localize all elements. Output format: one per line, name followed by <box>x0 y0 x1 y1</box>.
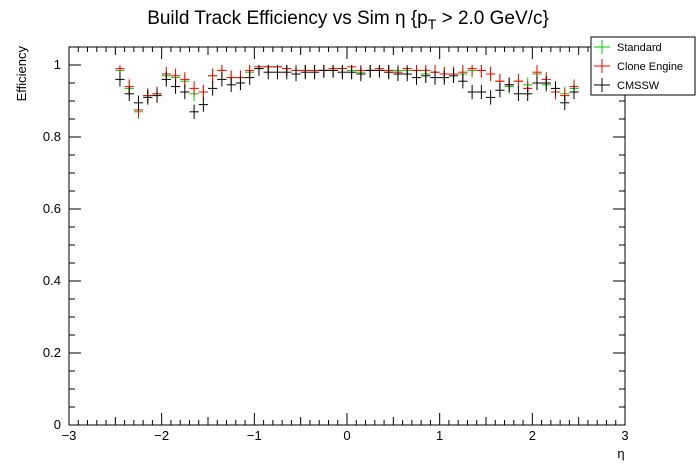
data-point <box>115 72 125 87</box>
chart-title-subscript: T <box>428 16 437 32</box>
data-point <box>263 65 273 80</box>
data-point <box>495 83 505 98</box>
y-axis-title: Efficiency <box>14 46 29 102</box>
data-point <box>198 84 208 100</box>
y-tick-label: 0.2 <box>43 345 61 360</box>
data-point <box>124 86 134 101</box>
data-point <box>319 65 329 78</box>
data-point <box>170 79 181 94</box>
chart-title-main: Build Track Efficiency vs Sim η {p <box>147 8 428 29</box>
y-tick-label: 0.8 <box>43 129 61 144</box>
data-point <box>198 97 208 112</box>
data-point <box>208 81 218 96</box>
data-point <box>133 95 144 110</box>
data-point <box>291 66 301 82</box>
legend-label: CMSSW <box>617 80 660 92</box>
data-point <box>476 84 486 100</box>
data-point <box>513 86 524 101</box>
data-point <box>532 75 542 91</box>
x-tick-label: 0 <box>343 428 350 443</box>
data-point <box>467 84 477 100</box>
x-tick-label: −3 <box>62 428 77 443</box>
data-point <box>374 65 385 78</box>
data-point <box>189 81 199 96</box>
legend-entry: CMSSW <box>594 78 660 92</box>
data-point <box>541 75 551 91</box>
plot-frame <box>68 46 626 426</box>
data-point <box>208 68 218 83</box>
data-point <box>337 65 347 80</box>
data-point <box>254 65 264 76</box>
data-point <box>328 65 338 78</box>
legend-entry: Standard <box>594 40 662 54</box>
legend: Standard Clone Engine CMSSW <box>590 36 696 96</box>
data-point <box>467 65 477 76</box>
data-point <box>504 77 514 92</box>
x-tick-label: 3 <box>621 428 628 443</box>
data-point <box>189 104 199 119</box>
data-point <box>272 65 283 80</box>
data-point <box>560 95 570 110</box>
x-tick-label: −2 <box>154 428 169 443</box>
y-tick-label: 0 <box>54 417 61 432</box>
data-point <box>356 66 366 82</box>
data-point <box>402 66 412 82</box>
data-point <box>550 81 561 96</box>
data-point <box>523 86 533 101</box>
data-point <box>300 65 310 80</box>
data-point <box>569 84 579 100</box>
y-tick-label: 0.4 <box>43 273 61 288</box>
data-point <box>152 88 162 103</box>
data-point <box>161 72 171 87</box>
data-point <box>421 68 431 83</box>
chart-title: Build Track Efficiency vs Sim η {pT > 2.… <box>147 8 549 32</box>
y-tick-label: 1 <box>54 57 61 72</box>
x-tick-label: −1 <box>247 428 262 443</box>
data-point <box>217 72 227 87</box>
data-point <box>448 68 459 83</box>
series-cmssw <box>115 65 579 119</box>
data-point <box>180 84 190 100</box>
data-markers <box>115 65 579 119</box>
data-point <box>513 74 524 89</box>
data-point <box>458 74 468 89</box>
x-axis-title: η <box>617 446 624 461</box>
data-point <box>180 72 190 87</box>
y-tick-label: 0.6 <box>43 201 61 216</box>
data-point <box>486 66 496 82</box>
data-point <box>347 65 357 80</box>
data-point <box>245 70 255 85</box>
data-point <box>143 90 153 105</box>
data-point <box>235 75 246 91</box>
legend-label: Clone Engine <box>617 61 683 73</box>
data-point <box>411 70 422 85</box>
data-point <box>309 65 320 80</box>
data-point <box>226 77 236 92</box>
data-point <box>365 65 375 78</box>
data-point <box>384 65 394 80</box>
data-point <box>476 65 486 78</box>
x-tick-label: 1 <box>436 428 443 443</box>
data-point <box>393 66 403 82</box>
data-point <box>282 65 292 80</box>
legend-label: Standard <box>617 42 662 54</box>
data-point <box>486 90 496 105</box>
data-point <box>430 70 440 85</box>
x-tick-label: 2 <box>529 428 536 443</box>
legend-entry: Clone Engine <box>594 59 683 73</box>
axes: −3 −2 −1 0 1 2 3 0 0.2 0.4 0.6 0.8 1 <box>43 46 629 443</box>
chart-title-tail: > 2.0 GeV/c} <box>436 8 549 29</box>
data-point <box>439 70 449 85</box>
